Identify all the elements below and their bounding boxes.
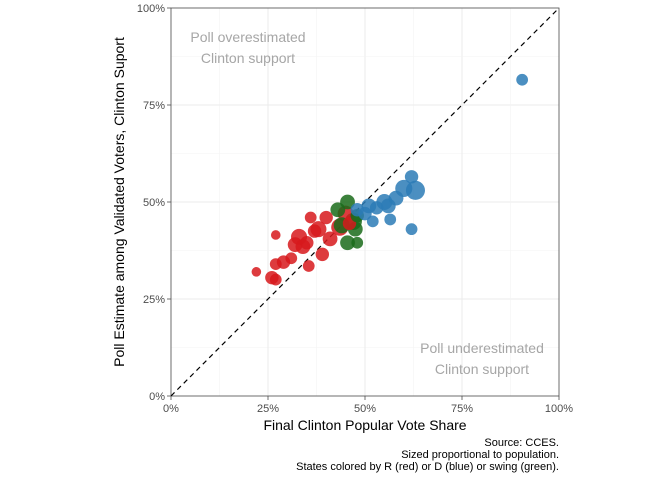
point-swing — [340, 194, 355, 210]
point-R — [302, 260, 315, 272]
x-tick-label: 75% — [451, 403, 473, 415]
x-tick-label: 100% — [545, 403, 573, 415]
point-R — [251, 267, 262, 277]
point-D — [369, 201, 384, 215]
point-R — [319, 210, 333, 225]
y-axis-title: Poll Estimate among Validated Voters, Cl… — [111, 37, 127, 367]
point-D — [516, 73, 529, 86]
point-swing — [351, 236, 364, 249]
annotation-overestimated-line2: Clinton support — [201, 50, 295, 66]
point-R — [285, 252, 298, 265]
data-points — [251, 73, 529, 286]
point-R — [270, 230, 281, 240]
point-R — [315, 247, 330, 262]
x-tick-label: 0% — [163, 403, 179, 415]
point-swing — [340, 235, 355, 251]
caption-source: Source: CCES. — [484, 437, 559, 449]
y-tick-label: 0% — [149, 391, 165, 403]
y-tick-label: 25% — [143, 294, 165, 306]
x-tick-label: 50% — [354, 403, 376, 415]
x-axis-title: Final Clinton Popular Vote Share — [263, 417, 466, 433]
annotation-underestimated-line1: Poll underestimated — [420, 340, 544, 356]
x-tick-label: 25% — [257, 403, 279, 415]
y-tick-label: 75% — [143, 100, 165, 112]
point-D — [384, 213, 397, 226]
caption-color-note: States colored by R (red) or D (blue) or… — [296, 461, 559, 473]
x-axis-ticks: 0% 25% 50% 75% 100% — [163, 396, 573, 415]
point-R — [269, 258, 282, 270]
point-R — [322, 231, 338, 247]
y-tick-label: 50% — [143, 197, 165, 209]
point-D — [388, 190, 404, 206]
point-R — [300, 236, 314, 250]
point-D — [366, 215, 379, 228]
annotation-overestimated-line1: Poll overestimated — [190, 29, 305, 45]
point-R — [304, 211, 317, 224]
point-R — [269, 273, 282, 286]
y-tick-label: 100% — [137, 3, 165, 15]
point-D — [358, 206, 372, 221]
point-D — [405, 223, 418, 236]
point-R — [307, 224, 322, 238]
annotation-underestimated-line2: Clinton support — [435, 361, 529, 377]
caption-size-note: Sized proportional to population. — [401, 449, 559, 461]
point-D — [404, 170, 419, 184]
y-axis-ticks: 0% 25% 50% 75% 100% — [137, 3, 171, 403]
